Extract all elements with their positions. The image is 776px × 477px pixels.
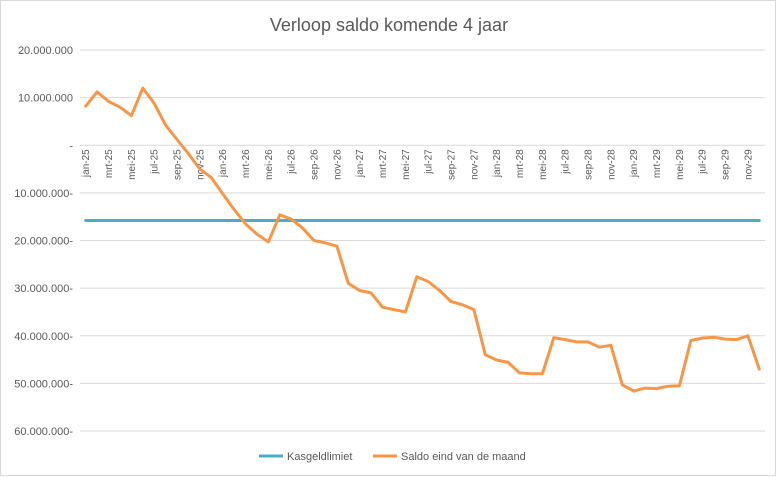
x-tick-label: sep-26 (310, 149, 321, 180)
y-tick-label: 20.000.000- (14, 236, 73, 248)
legend-label-2: Saldo eind van de maand (401, 451, 526, 463)
x-tick-label: nov-25 (195, 149, 206, 180)
x-tick-label: sep-29 (721, 149, 732, 180)
x-tick-label: mei-25 (127, 149, 138, 180)
x-tick-label: mrt-28 (515, 149, 526, 178)
x-tick-label: mei-27 (401, 149, 412, 180)
legend-label-1: Kasgeldlimiet (287, 451, 352, 463)
x-tick-label: mei-29 (675, 149, 686, 180)
gridlines (80, 49, 765, 432)
x-axis-labels: jan-25 mrt-25 mei-25 jul-25 sep-25 nov-25 jan-… (81, 149, 754, 180)
x-tick-label: mrt-29 (652, 149, 663, 178)
x-tick-label: jul-26 (287, 149, 298, 175)
y-axis-labels: 20.000.00010.000.000-10.000.000-20.000.0… (14, 45, 73, 438)
x-tick-label: sep-27 (447, 149, 458, 180)
series-lines (84, 86, 761, 393)
legend: Kasgeldlimiet Saldo eind van de maand (259, 451, 526, 463)
y-tick-label: 30.000.000- (14, 283, 73, 295)
x-tick-label: mei-28 (538, 149, 549, 180)
y-tick-label: 10.000.000 (18, 93, 73, 105)
y-tick-label: 20.000.000 (18, 45, 73, 57)
x-tick-label: jan-28 (492, 149, 503, 178)
x-tick-label: jan-29 (629, 149, 640, 178)
x-tick-label: mrt-26 (241, 149, 252, 178)
x-tick-label: jul-28 (561, 149, 572, 175)
x-tick-label: nov-27 (469, 149, 480, 180)
x-tick-label: sep-28 (584, 149, 595, 180)
x-tick-label: jul-27 (424, 149, 435, 175)
x-tick-label: jan-26 (218, 149, 229, 178)
x-tick-label: jan-27 (355, 149, 366, 178)
y-tick-label: - (69, 140, 73, 152)
x-tick-label: sep-25 (173, 149, 184, 180)
y-tick-label: 40.000.000- (14, 331, 73, 343)
x-tick-label: mrt-27 (378, 149, 389, 178)
series-line-2 (84, 86, 761, 393)
chart-title: Verloop saldo komende 4 jaar (270, 15, 508, 35)
x-tick-label: jul-25 (150, 149, 161, 175)
y-tick-label: 50.000.000- (14, 378, 73, 390)
x-tick-label: nov-28 (606, 149, 617, 180)
y-tick-label: 60.000.000- (14, 426, 73, 438)
x-tick-label: jul-29 (698, 149, 709, 175)
y-tick-label: 10.000.000- (14, 188, 73, 200)
x-tick-label: mei-26 (264, 149, 275, 180)
x-tick-label: mrt-25 (104, 149, 115, 178)
x-tick-label: nov-26 (332, 149, 343, 180)
x-tick-label: jan-25 (81, 149, 92, 178)
x-tick-label: nov-29 (743, 149, 754, 180)
